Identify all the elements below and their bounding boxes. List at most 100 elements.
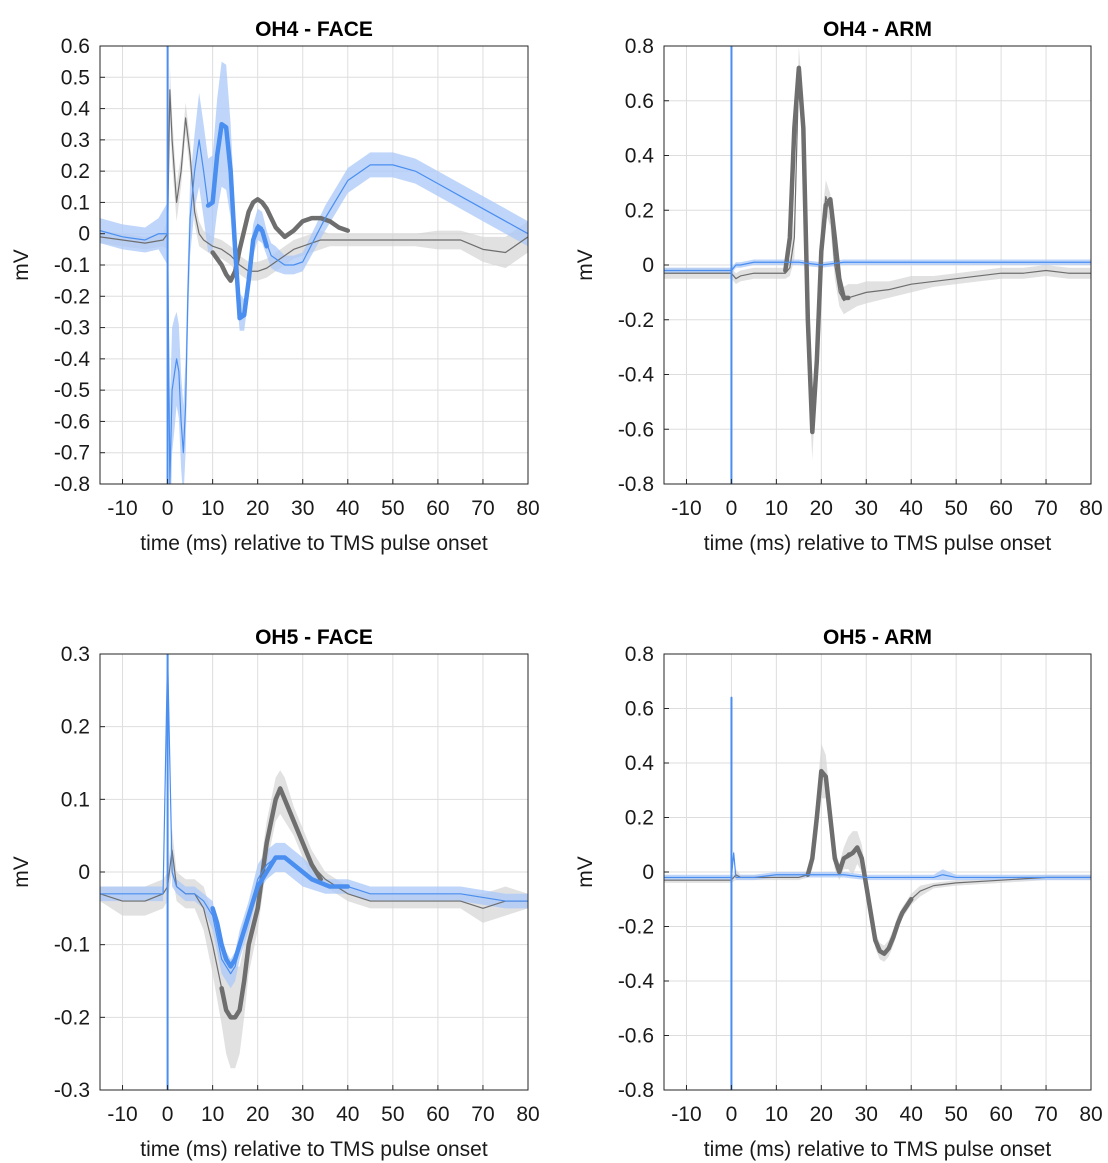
x-tick-label: 40 [336, 1103, 359, 1126]
x-tick-label: 40 [336, 497, 359, 520]
series-gray-significant-line [783, 65, 851, 435]
y-tick-label: 0.4 [625, 752, 655, 775]
x-axis-label: time (ms) relative to TMS pulse onset [704, 1138, 1052, 1161]
y-axis-label: mV [10, 249, 33, 281]
y-tick-label: -0.1 [54, 254, 90, 277]
series-gray-significant-line [805, 768, 914, 956]
y-tick-label: 0 [78, 223, 90, 246]
y-axis-label: mV [574, 856, 597, 888]
chart-title: OH4 - ARM [823, 18, 932, 41]
x-tick-label: 80 [516, 1103, 539, 1126]
tick-labels: -10 0 10 20 30 40 50 60 70 80 -0.8 -0.7 -0.6 -0.5 -0.4… [54, 35, 540, 520]
series-blue-significant-line [205, 121, 269, 321]
series-blue-significant-line [210, 855, 351, 969]
y-tick-label: 0 [78, 861, 90, 884]
x-tick-label: 30 [855, 1103, 878, 1126]
x-tick-label: 30 [291, 1103, 314, 1126]
x-tick-label: 40 [900, 1103, 923, 1126]
y-tick-label: -0.6 [54, 410, 90, 433]
x-tick-label: 50 [381, 497, 404, 520]
y-tick-label: 0 [642, 861, 654, 884]
panel-oh4-arm: -10 0 10 20 30 40 50 60 70 80 -0.8 -0.6 -0.4 -0.2 0 0.2… [574, 18, 1103, 555]
x-tick-label: 30 [291, 497, 314, 520]
x-tick-label: -10 [107, 1103, 137, 1126]
y-tick-label: -0.8 [54, 473, 90, 496]
x-axis-label: time (ms) relative to TMS pulse onset [140, 1138, 488, 1161]
x-tick-label: 60 [989, 497, 1012, 520]
x-tick-label: -10 [671, 497, 701, 520]
series-blue-line [664, 852, 1091, 879]
plot-series [100, 654, 528, 1090]
y-tick-label: -0.2 [618, 309, 654, 332]
x-axis-label: time (ms) relative to TMS pulse onset [704, 532, 1052, 555]
y-tick-label: 0.4 [625, 145, 655, 168]
x-tick-label: -10 [671, 1103, 701, 1126]
x-tick-label: 80 [1079, 497, 1102, 520]
series-blue-error-band [664, 850, 1091, 881]
chart-title: OH5 - ARM [823, 626, 932, 649]
plot-series [664, 46, 1091, 484]
y-tick-label: -0.6 [618, 1025, 654, 1048]
y-tick-label: -0.3 [54, 1079, 90, 1102]
y-tick-label: -0.4 [54, 348, 91, 371]
y-tick-label: -0.3 [54, 317, 90, 340]
chart-title: OH4 - FACE [255, 18, 373, 41]
x-axis-label: time (ms) relative to TMS pulse onset [140, 532, 488, 555]
x-tick-label: 0 [162, 497, 174, 520]
tick-labels: -10 0 10 20 30 40 50 60 70 80 -0.8 -0.6 -0.4 -0.2 0 0.2… [618, 35, 1103, 520]
x-tick-label: 10 [765, 497, 788, 520]
y-tick-label: -0.5 [54, 379, 90, 402]
x-tick-label: 0 [162, 1103, 174, 1126]
x-tick-label: 80 [1079, 1103, 1102, 1126]
y-tick-label: -0.4 [618, 970, 655, 993]
x-tick-label: 20 [810, 497, 833, 520]
y-tick-label: -0.8 [618, 473, 654, 496]
x-tick-label: 30 [855, 497, 878, 520]
y-tick-label: 0.1 [61, 788, 90, 811]
tick-labels: -10 0 10 20 30 40 50 60 70 80 -0.8 -0.6 -0.4 -0.2 0 0.2… [618, 643, 1103, 1126]
y-tick-label: 0.8 [625, 643, 654, 666]
y-tick-label: 0.3 [61, 643, 90, 666]
x-tick-label: 50 [944, 1103, 967, 1126]
series-blue-error-band [664, 259, 1091, 274]
y-tick-label: -0.8 [618, 1079, 654, 1102]
y-tick-label: 0.6 [61, 35, 90, 58]
x-tick-label: 60 [426, 497, 449, 520]
x-tick-label: 70 [471, 1103, 494, 1126]
y-tick-label: 0.2 [625, 807, 654, 830]
y-tick-label: 0.1 [61, 191, 90, 214]
y-tick-label: 0.2 [625, 199, 654, 222]
x-tick-label: 50 [944, 497, 967, 520]
x-tick-label: 70 [1034, 1103, 1057, 1126]
x-tick-label: 70 [1034, 497, 1057, 520]
y-tick-label: 0.6 [625, 90, 654, 113]
chart-title: OH5 - FACE [255, 626, 373, 649]
y-axis-label: mV [10, 856, 33, 888]
x-tick-label: 0 [726, 497, 738, 520]
y-tick-label: 0.6 [625, 698, 654, 721]
x-tick-label: 70 [471, 497, 494, 520]
x-tick-label: 80 [516, 497, 539, 520]
y-tick-label: 0.8 [625, 35, 654, 58]
panel-oh5-face: -10 0 10 20 30 40 50 60 70 80 -0.3 -0.2 -0.1 0 0.1 0.2 0… [10, 626, 540, 1161]
panel-oh4-face: -10 0 10 20 30 40 50 60 70 80 -0.8 -0.7 -0.6 -0.5 -0.4… [10, 18, 540, 555]
y-tick-label: 0.2 [61, 160, 90, 183]
plot-series [100, 46, 528, 484]
x-tick-label: 10 [765, 1103, 788, 1126]
series-blue-line [664, 261, 1091, 272]
x-tick-label: 50 [381, 1103, 404, 1126]
y-tick-label: -0.2 [54, 1006, 90, 1029]
x-tick-label: 10 [201, 1103, 224, 1126]
y-tick-label: -0.2 [618, 916, 654, 939]
y-tick-label: 0.4 [61, 98, 91, 121]
tick-labels: -10 0 10 20 30 40 50 60 70 80 -0.3 -0.2 -0.1 0 0.1 0.2 0… [54, 643, 540, 1126]
series-gray-significant-line [210, 197, 351, 283]
y-tick-label: 0 [642, 254, 654, 277]
series-blue-error-band [100, 654, 528, 989]
plot-series [664, 696, 1091, 1090]
y-tick-label: -0.2 [54, 285, 90, 308]
y-tick-label: -0.1 [54, 934, 90, 957]
y-tick-label: -0.6 [618, 418, 654, 441]
y-tick-label: -0.7 [54, 442, 90, 465]
